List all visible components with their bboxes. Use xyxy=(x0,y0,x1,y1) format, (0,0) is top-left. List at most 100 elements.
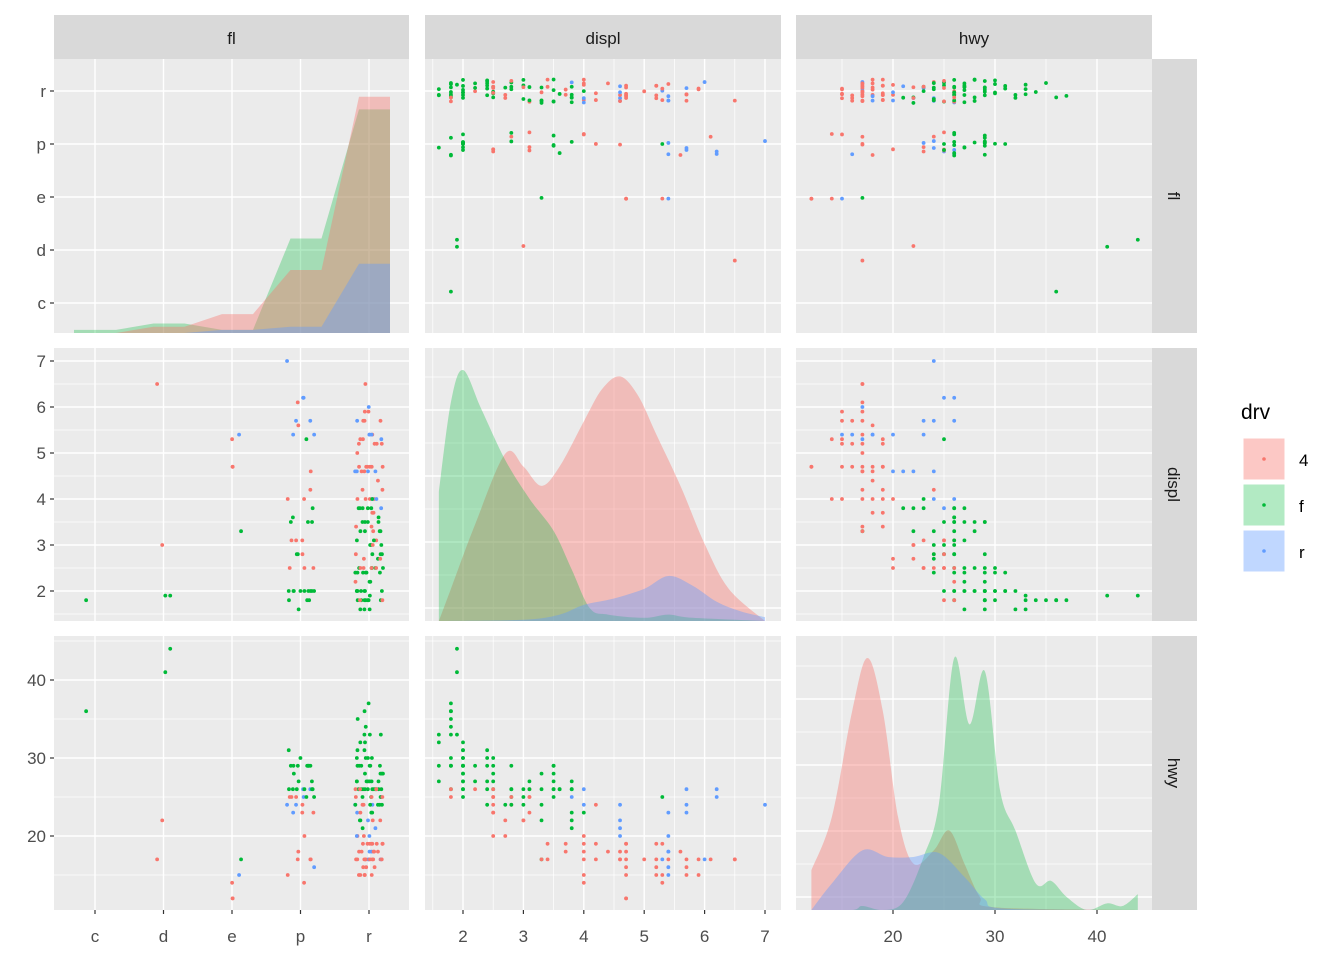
point-f xyxy=(366,598,370,603)
point-f xyxy=(1023,82,1028,87)
point-4 xyxy=(363,497,368,501)
point-4 xyxy=(624,857,628,862)
point-f xyxy=(359,763,364,768)
y-tick-label-displ: 6 xyxy=(37,398,46,417)
point-4 xyxy=(660,98,665,103)
point-f xyxy=(931,556,936,561)
point-r xyxy=(952,148,957,152)
point-f xyxy=(461,90,465,95)
point-4 xyxy=(521,244,526,248)
point-f xyxy=(455,244,459,249)
panel-displ-vs-hwy xyxy=(796,348,1152,621)
point-f xyxy=(296,607,301,612)
x-tick-label-fl: e xyxy=(227,927,236,946)
point-4 xyxy=(357,441,361,446)
point-f xyxy=(1023,607,1028,612)
point-f xyxy=(569,826,574,831)
point-f xyxy=(551,763,556,768)
point-4 xyxy=(361,802,366,807)
point-4 xyxy=(624,849,628,854)
point-f xyxy=(485,779,490,784)
legend-label-r: r xyxy=(1299,543,1305,562)
point-f xyxy=(982,93,987,98)
point-4 xyxy=(376,849,380,854)
point-f xyxy=(551,771,556,776)
point-4 xyxy=(942,130,946,135)
strip-top-displ xyxy=(425,15,781,59)
point-f xyxy=(485,802,490,807)
point-f xyxy=(436,763,441,768)
point-f xyxy=(1003,589,1008,593)
point-f xyxy=(503,85,508,90)
legend-label-f: f xyxy=(1299,497,1304,516)
point-4 xyxy=(300,552,305,557)
strip-right-hwy-label: hwy xyxy=(1164,758,1183,789)
point-4 xyxy=(880,83,885,88)
point-4 xyxy=(230,437,235,442)
point-f xyxy=(931,570,936,575)
point-f xyxy=(503,802,508,807)
panel-content xyxy=(796,59,1152,333)
x-tick-label-fl: c xyxy=(91,927,100,946)
point-f xyxy=(1033,598,1038,603)
point-f xyxy=(952,515,957,520)
point-f xyxy=(942,543,946,547)
point-4 xyxy=(850,464,855,469)
point-4 xyxy=(850,441,855,446)
point-f xyxy=(449,85,453,90)
point-4 xyxy=(503,818,508,823)
x-tick-label-displ: 4 xyxy=(579,927,588,946)
point-f xyxy=(455,670,459,675)
point-4 xyxy=(624,85,628,90)
point-4 xyxy=(545,841,550,846)
point-4 xyxy=(684,92,689,97)
point-f xyxy=(539,818,544,823)
point-4 xyxy=(581,81,586,86)
point-f xyxy=(354,779,359,784)
point-4 xyxy=(491,84,496,89)
point-4 xyxy=(829,497,834,501)
point-f xyxy=(521,795,526,799)
y-tick-label-hwy: 40 xyxy=(27,671,46,690)
point-4 xyxy=(491,787,496,792)
point-f xyxy=(993,78,997,83)
point-f xyxy=(291,771,296,776)
point-r xyxy=(840,432,844,437)
point-4 xyxy=(840,418,844,423)
point-4 xyxy=(355,497,360,501)
point-4 xyxy=(539,90,544,95)
point-f xyxy=(304,437,309,442)
point-f xyxy=(485,748,490,753)
point-f xyxy=(952,506,957,511)
point-f xyxy=(993,589,997,593)
point-f xyxy=(298,589,303,593)
point-r xyxy=(374,497,379,501)
point-4 xyxy=(880,464,885,469)
point-4 xyxy=(358,437,363,442)
point-4 xyxy=(491,80,496,84)
point-f xyxy=(962,81,967,86)
point-f xyxy=(1135,237,1140,242)
point-4 xyxy=(880,77,885,82)
point-4 xyxy=(367,857,372,862)
point-4 xyxy=(491,810,496,815)
point-4 xyxy=(860,409,865,414)
point-4 xyxy=(654,857,659,862)
point-4 xyxy=(563,841,568,846)
point-4 xyxy=(370,818,375,823)
point-4 xyxy=(840,96,844,101)
point-f xyxy=(527,779,532,784)
point-r xyxy=(763,802,767,807)
point-4 xyxy=(294,795,299,799)
point-r xyxy=(840,196,844,201)
point-4 xyxy=(870,510,875,515)
point-f xyxy=(379,543,384,547)
point-f xyxy=(163,593,168,598)
fl-area-4 xyxy=(74,96,390,333)
point-f xyxy=(1003,142,1008,146)
point-f xyxy=(931,81,936,85)
point-f xyxy=(982,552,987,557)
panel-hwy-vs-displ xyxy=(425,636,781,910)
point-f xyxy=(461,132,465,137)
point-4 xyxy=(618,857,622,862)
